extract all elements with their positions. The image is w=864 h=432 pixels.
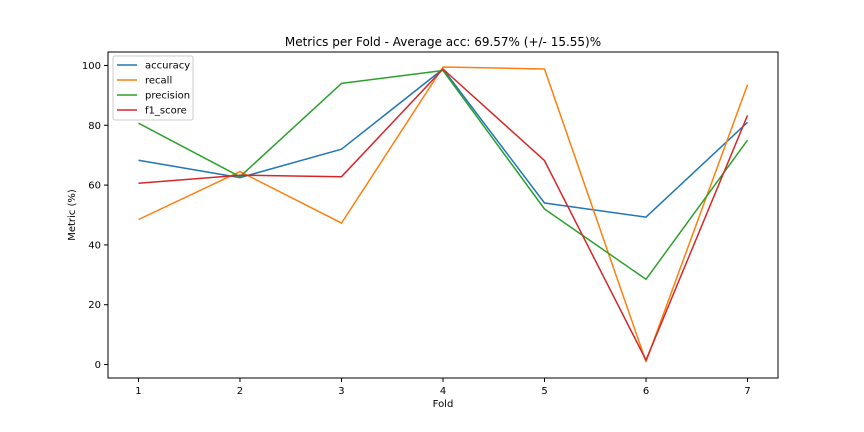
y-tick-label: 60 (88, 181, 101, 192)
series-lines (138, 66, 749, 363)
y-tick-label: 40 (88, 240, 101, 251)
legend-label-f1-score: f1_score (145, 106, 187, 117)
x-tick-label: 5 (541, 386, 547, 397)
x-axis-label: Fold (433, 399, 454, 410)
series-line-f1-score (138, 68, 749, 361)
x-tick-label: 6 (643, 386, 649, 397)
x-axis-ticks: 1 2 3 4 5 6 7 (135, 378, 751, 397)
y-tick-label: 0 (95, 360, 101, 371)
x-tick-label: 7 (744, 386, 750, 397)
x-tick-label: 4 (440, 386, 446, 397)
y-axis-ticks: 0 20 40 60 80 100 (82, 61, 108, 371)
x-tick-label: 3 (338, 386, 344, 397)
plot-frame (107, 51, 779, 379)
series-line-precision (138, 69, 749, 281)
plot-background (108, 52, 778, 378)
y-axis-label: Metric (%) (67, 189, 78, 241)
plot-area: 1 2 3 4 5 6 7 0 20 40 60 80 100 (82, 51, 779, 397)
y-tick-label: 20 (88, 300, 101, 311)
legend-label-accuracy: accuracy (145, 61, 190, 72)
legend: accuracy recall precision f1_score (112, 55, 194, 121)
x-tick-label: 2 (237, 386, 243, 397)
chart-title: Metrics per Fold - Average acc: 69.57% (… (285, 35, 601, 49)
series-line-recall (138, 66, 749, 363)
legend-label-recall: recall (145, 76, 172, 87)
x-tick-label: 1 (135, 386, 141, 397)
legend-box (112, 55, 194, 121)
y-tick-label: 100 (82, 61, 101, 72)
y-tick-label: 80 (88, 121, 101, 132)
legend-label-precision: precision (145, 91, 190, 102)
